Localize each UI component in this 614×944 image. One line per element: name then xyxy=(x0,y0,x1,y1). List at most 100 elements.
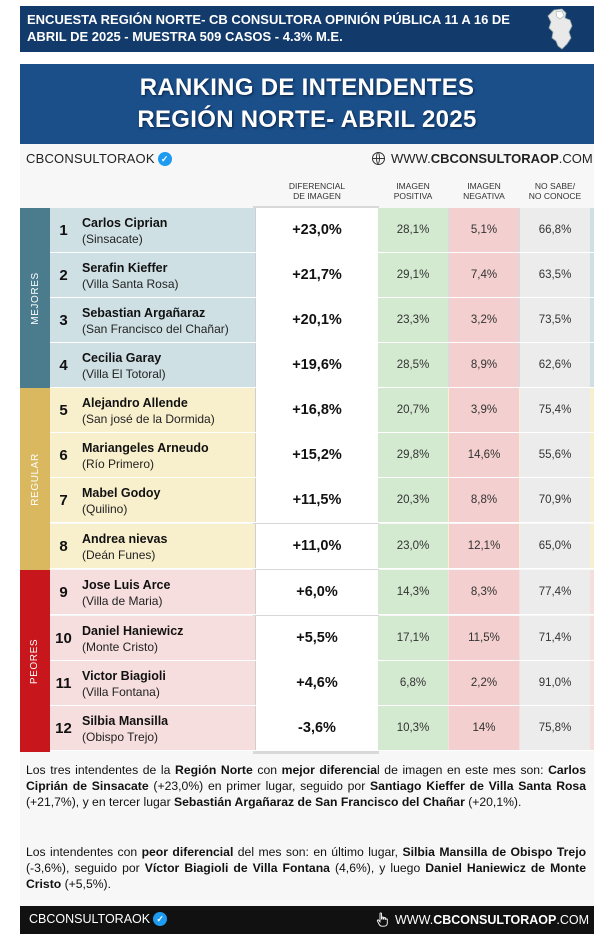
row-divider xyxy=(50,477,594,478)
summary-segment: l de imagen en este mes son: xyxy=(377,763,549,777)
table-row: 6 Mariangeles Arneudo (Río Primero) +15,2% 2… xyxy=(50,433,594,478)
row-divider xyxy=(50,387,594,388)
rank-number: 8 xyxy=(59,538,68,555)
no-sabe-no-conoce: 73,5% xyxy=(520,298,590,342)
rank-number: 2 xyxy=(59,267,68,284)
intendente-locality: (Quilino) xyxy=(82,502,128,516)
intendente-name: Mabel Godoy xyxy=(82,486,161,500)
image-positive: 10,3% xyxy=(378,706,448,750)
summary-segment: (4,6%), y luego xyxy=(329,861,426,875)
row-divider xyxy=(50,252,594,253)
row-divider xyxy=(50,522,594,523)
footer-website[interactable]: WWW. CBCONSULTORAOP .COM xyxy=(376,912,589,927)
summary-segment: Víctor Biagioli de Villa Fontana xyxy=(144,861,330,875)
table-row: 11 Victor Biagioli (Villa Fontana) +4,6% 6,8… xyxy=(50,661,594,706)
image-negative: 14% xyxy=(449,706,519,750)
summary-segment: Los intendentes con xyxy=(26,845,142,859)
brand-handle-text: CBCONSULTORAOK xyxy=(26,151,155,166)
col-header-positive: IMAGEN POSITIVA xyxy=(393,181,433,201)
row-divider xyxy=(50,297,594,298)
image-differential: +4,6% xyxy=(255,661,379,705)
image-positive: 28,5% xyxy=(378,343,448,387)
summary-segment: Sebastián Argañaraz de San Francisco del… xyxy=(174,795,465,809)
rank-number: 6 xyxy=(59,447,68,464)
survey-info-line1: ENCUESTA REGIÓN NORTE- CB CONSULTORA OPI… xyxy=(27,12,510,27)
intendente-locality: (San josé de la Dormida) xyxy=(82,412,215,426)
row-divider xyxy=(50,568,594,569)
intendente-locality: (Villa El Totoral) xyxy=(82,367,166,381)
rank-number: 5 xyxy=(59,402,68,419)
globe-icon xyxy=(372,152,385,165)
summary-segment: (+21,7%), y en tercer lugar xyxy=(26,795,175,809)
image-differential: +20,1% xyxy=(255,298,379,342)
rank-number: 11 xyxy=(55,675,72,692)
pointer-hand-icon xyxy=(376,912,388,927)
table-row: 8 Andrea nievas (Deán Funes) +11,0% 23,0% 12,… xyxy=(50,524,594,569)
row-divider xyxy=(50,750,594,751)
image-positive: 14,3% xyxy=(378,570,448,614)
summary-segment: Los tres intendentes de la xyxy=(26,763,176,777)
col-header-diff: DIFERENCIAL DE IMAGEN xyxy=(288,181,346,201)
table-row: 2 Serafin Kieffer (Villa Santa Rosa) +21,7%… xyxy=(50,253,594,298)
image-differential: +15,2% xyxy=(255,433,379,477)
intendente-name: Mariangeles Arneudo xyxy=(82,441,209,455)
title-banner: RANKING DE INTENDENTES REGIÓN NORTE- ABR… xyxy=(20,64,594,144)
footer-web-prefix: WWW. xyxy=(395,912,434,927)
province-map-icon xyxy=(547,8,573,50)
table-row: 12 Silbia Mansilla (Obispo Trejo) -3,6% 10,3… xyxy=(50,706,594,751)
image-differential: +21,7% xyxy=(255,253,379,297)
footer-handle-text: CBCONSULTORAOK xyxy=(29,912,151,926)
summary-segment: Carlos Ciprián de Sinsacate xyxy=(26,763,587,793)
summary-best: Los tres intendentes de la Región Norte … xyxy=(26,762,586,810)
summary-segment: (+23,0%) en primer lugar, seguido por xyxy=(148,779,371,793)
no-sabe-no-conoce: 71,4% xyxy=(520,616,590,660)
summary-segment: Silbia Mansilla de Obispo Trejo xyxy=(402,845,587,859)
intendente-name: Carlos Ciprian xyxy=(82,216,168,230)
image-negative: 5,1% xyxy=(449,208,519,252)
summary-segment: (+20,1%). xyxy=(464,795,522,809)
image-negative: 2,2% xyxy=(449,661,519,705)
web-suffix: .COM xyxy=(558,151,593,166)
intendente-name: Victor Biagioli xyxy=(82,669,166,683)
table-row: 1 Carlos Ciprian (Sinsacate) +23,0% 28,1% 5,1… xyxy=(50,208,594,253)
image-positive: 23,3% xyxy=(378,298,448,342)
table-row: 3 Sebastian Argañaraz (San Francisco del C… xyxy=(50,298,594,343)
col-header-negative: IMAGEN NEGATIVA xyxy=(463,181,505,201)
image-negative: 14,6% xyxy=(449,433,519,477)
image-negative: 8,8% xyxy=(449,478,519,522)
title-line2: REGIÓN NORTE- ABRIL 2025 xyxy=(137,106,477,133)
row-divider xyxy=(50,342,594,343)
intendente-locality: (Deán Funes) xyxy=(82,548,156,562)
image-positive: 20,3% xyxy=(378,478,448,522)
row-divider xyxy=(50,705,594,706)
image-positive: 29,1% xyxy=(378,253,448,297)
web-bold: CBCONSULTORAOP xyxy=(430,151,559,166)
no-sabe-no-conoce: 63,5% xyxy=(520,253,590,297)
no-sabe-no-conoce: 55,6% xyxy=(520,433,590,477)
summary-segment: (+5,5%). xyxy=(61,877,112,891)
image-negative: 11,5% xyxy=(449,616,519,660)
row-divider xyxy=(50,432,594,433)
image-positive: 20,7% xyxy=(378,388,448,432)
group-label-regular: REGULAR xyxy=(20,388,50,570)
intendente-name: Serafin Kieffer xyxy=(82,261,168,275)
survey-header: ENCUESTA REGIÓN NORTE- CB CONSULTORA OPI… xyxy=(20,6,594,52)
group-label-mejores: MEJORES xyxy=(20,208,50,388)
intendente-locality: (Villa de Maria) xyxy=(82,594,163,608)
intendente-name: Alejandro Allende xyxy=(82,396,188,410)
no-sabe-no-conoce: 70,9% xyxy=(520,478,590,522)
summary-segment: Santiago Kieffer de Villa Santa Rosa xyxy=(370,779,586,793)
row-divider xyxy=(50,614,594,615)
row-divider xyxy=(50,660,594,661)
summary-segment: del mes son: en último lugar, xyxy=(233,845,403,859)
image-differential: +6,0% xyxy=(255,570,379,614)
summary-segment: mejor diferencia xyxy=(281,763,377,777)
survey-info: ENCUESTA REGIÓN NORTE- CB CONSULTORA OPI… xyxy=(27,11,537,45)
verified-badge-icon: ✓ xyxy=(153,912,168,926)
image-differential: -3,6% xyxy=(255,706,379,750)
intendente-locality: (Villa Fontana) xyxy=(82,685,160,699)
image-differential: +19,6% xyxy=(255,343,379,387)
rank-number: 7 xyxy=(59,492,68,509)
title-line1: RANKING DE INTENDENTES xyxy=(139,74,475,101)
